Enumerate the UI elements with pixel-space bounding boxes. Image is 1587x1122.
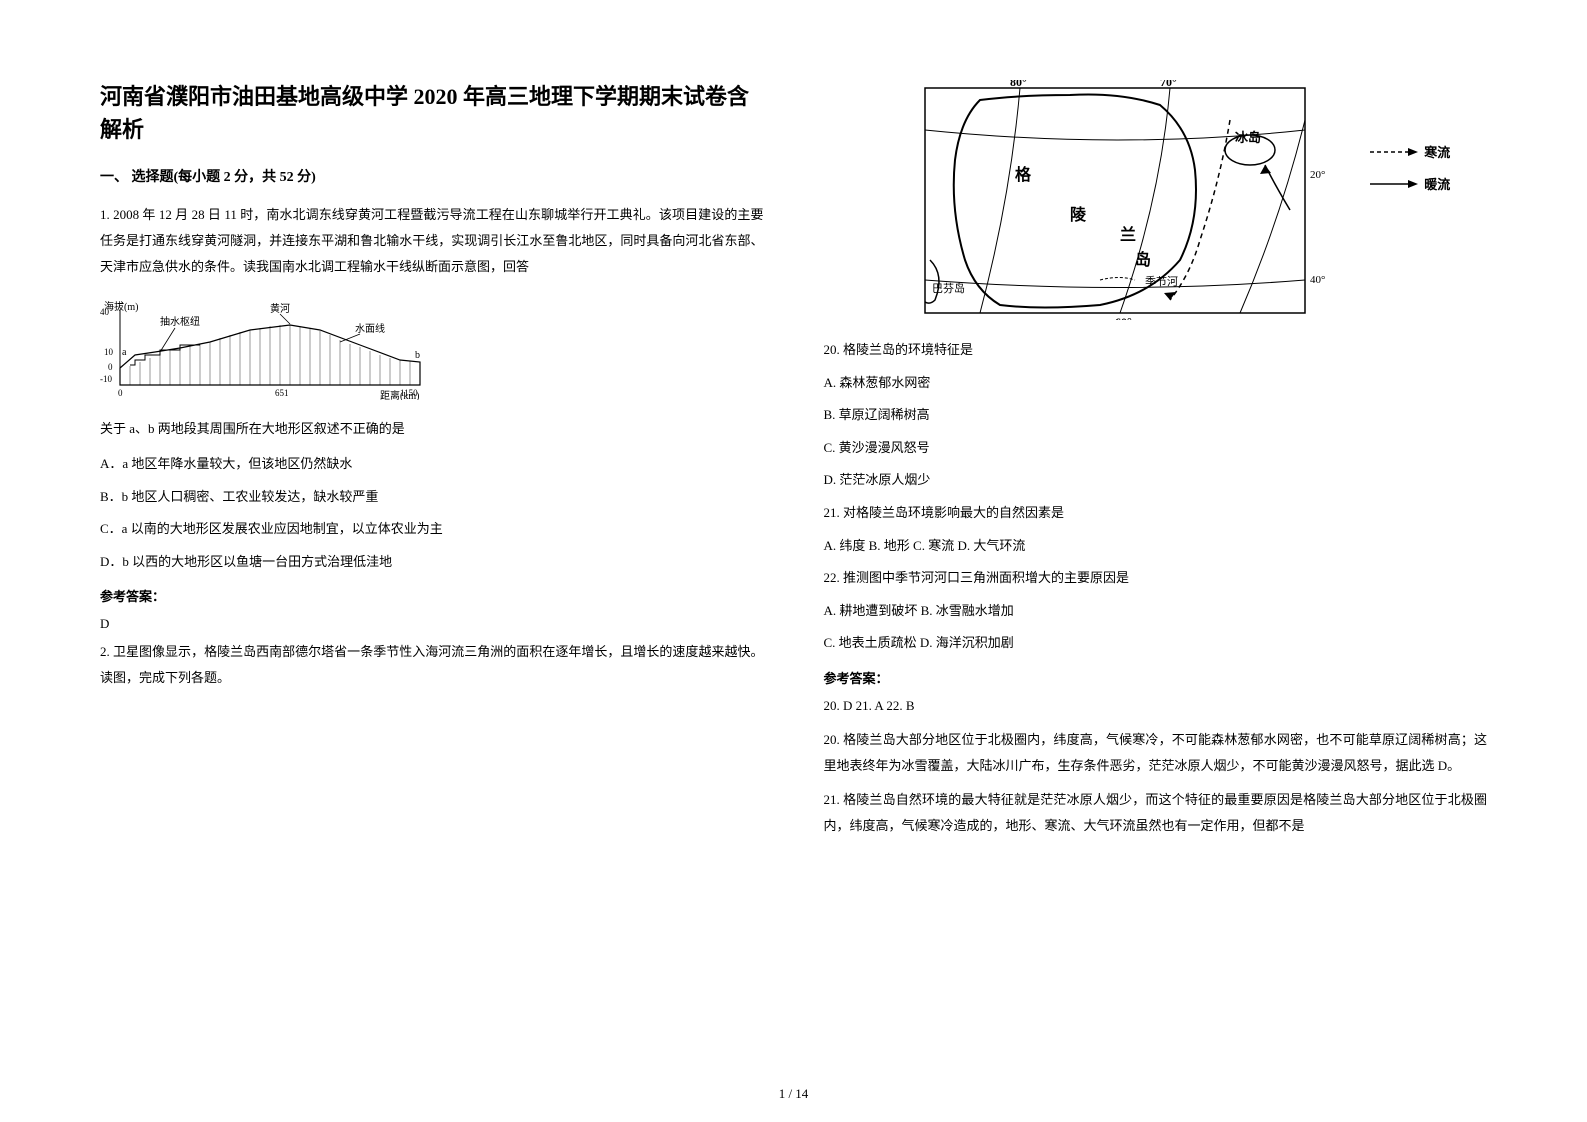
q1-optA: A．a 地区年降水量较大，但该地区仍然缺水 bbox=[100, 450, 764, 479]
section-heading: 一、 选择题(每小题 2 分，共 52 分) bbox=[100, 166, 764, 186]
legend-cold-current: 寒流 bbox=[1370, 142, 1450, 161]
q2-text: 2. 卫星图像显示，格陵兰岛西南部德尔塔省一条季节性入海河流三角洲的面积在逐年增… bbox=[100, 639, 764, 691]
svg-text:海拔(m): 海拔(m) bbox=[104, 300, 138, 313]
q1-optC: C．a 以南的大地形区发展农业应因地制宜，以立体农业为主 bbox=[100, 515, 764, 544]
q22-line1: A. 耕地遭到破坏 B. 冰雪融水增加 bbox=[824, 597, 1488, 626]
svg-text:格: 格 bbox=[1015, 165, 1032, 184]
svg-text:黄河: 黄河 bbox=[270, 302, 290, 315]
page-container: 河南省濮阳市油田基地高级中学 2020 年高三地理下学期期末试卷含解析 一、 选… bbox=[100, 80, 1487, 1040]
right-column: 80° 70° 60° 20° 40° 格 陵 兰 岛 冰岛 巴芬岛 季节河 bbox=[824, 80, 1488, 1040]
q22-line2: C. 地表土质疏松 D. 海洋沉积加剧 bbox=[824, 629, 1488, 658]
exp20: 20. 格陵兰岛大部分地区位于北极圈内，纬度高，气候寒冷，不可能森林葱郁水网密，… bbox=[824, 727, 1488, 779]
q20-optB: B. 草原辽阔稀树高 bbox=[824, 401, 1488, 430]
greenland-map-svg: 80° 70° 60° 20° 40° 格 陵 兰 岛 冰岛 巴芬岛 季节河 bbox=[920, 80, 1390, 320]
svg-text:70°: 70° bbox=[1160, 80, 1177, 89]
answers2-label: 参考答案： bbox=[824, 668, 1488, 687]
q1-prompt: 关于 a、b 两地段其周围所在大地形区叙述不正确的是 bbox=[100, 416, 764, 442]
figure-greenland-map: 80° 70° 60° 20° 40° 格 陵 兰 岛 冰岛 巴芬岛 季节河 bbox=[920, 80, 1390, 320]
svg-text:冰岛: 冰岛 bbox=[1235, 130, 1261, 145]
q21-options: A. 纬度 B. 地形 C. 寒流 D. 大气环流 bbox=[824, 532, 1488, 561]
svg-text:陵: 陵 bbox=[1070, 206, 1087, 224]
svg-text:651: 651 bbox=[275, 388, 289, 398]
q1-optB: B．b 地区人口稠密、工农业较发达，缺水较严重 bbox=[100, 483, 764, 512]
figure-cross-section: 40 10 0 -10 海拔(m) 0 651 1150 距离(km) bbox=[100, 300, 440, 400]
legend-cold-label: 寒流 bbox=[1424, 142, 1450, 161]
svg-text:水面线: 水面线 bbox=[355, 322, 385, 335]
svg-text:20°: 20° bbox=[1310, 169, 1325, 181]
q1-answer-label: 参考答案： bbox=[100, 586, 764, 605]
svg-text:-10: -10 bbox=[100, 374, 112, 384]
q20-optA: A. 森林葱郁水网密 bbox=[824, 369, 1488, 398]
q1-text: 1. 2008 年 12 月 28 日 11 时，南水北调东线穿黄河工程暨截污导… bbox=[100, 202, 764, 280]
svg-text:抽水枢纽: 抽水枢纽 bbox=[160, 315, 200, 328]
q1-answer: D bbox=[100, 611, 764, 637]
svg-text:季节河: 季节河 bbox=[1145, 275, 1178, 288]
q1-optD: D．b 以西的大地形区以鱼塘一台田方式治理低洼地 bbox=[100, 548, 764, 577]
svg-text:巴芬岛: 巴芬岛 bbox=[932, 281, 965, 295]
svg-text:0: 0 bbox=[108, 362, 113, 372]
warm-current-arrow-icon bbox=[1370, 179, 1418, 189]
svg-text:b: b bbox=[415, 350, 420, 361]
page-number: 1 / 14 bbox=[779, 1086, 809, 1102]
left-column: 河南省濮阳市油田基地高级中学 2020 年高三地理下学期期末试卷含解析 一、 选… bbox=[100, 80, 764, 1040]
svg-text:岛: 岛 bbox=[1135, 250, 1151, 269]
exp21: 21. 格陵兰岛自然环境的最大特征就是茫茫冰原人烟少，而这个特征的最重要原因是格… bbox=[824, 787, 1488, 839]
q20-prompt: 20. 格陵兰岛的环境特征是 bbox=[824, 336, 1488, 365]
svg-text:80°: 80° bbox=[1010, 80, 1027, 89]
legend-warm-label: 暖流 bbox=[1424, 174, 1450, 193]
svg-text:10: 10 bbox=[104, 347, 114, 357]
cold-current-arrow-icon bbox=[1370, 147, 1418, 157]
svg-text:距离(km): 距离(km) bbox=[380, 389, 419, 400]
svg-text:40°: 40° bbox=[1310, 274, 1325, 286]
q21-prompt: 21. 对格陵兰岛环境影响最大的自然因素是 bbox=[824, 499, 1488, 528]
svg-text:a: a bbox=[122, 347, 127, 358]
svg-text:60°: 60° bbox=[1115, 315, 1132, 320]
answers2-line: 20. D 21. A 22. B bbox=[824, 693, 1488, 719]
svg-text:兰: 兰 bbox=[1120, 225, 1136, 244]
svg-text:0: 0 bbox=[118, 388, 123, 398]
q20-optC: C. 黄沙漫漫风怒号 bbox=[824, 434, 1488, 463]
q22-prompt: 22. 推测图中季节河河口三角洲面积增大的主要原因是 bbox=[824, 564, 1488, 593]
legend-warm-current: 暖流 bbox=[1370, 174, 1450, 193]
q20-optD: D. 茫茫冰原人烟少 bbox=[824, 466, 1488, 495]
document-title: 河南省濮阳市油田基地高级中学 2020 年高三地理下学期期末试卷含解析 bbox=[100, 80, 764, 146]
cross-section-svg: 40 10 0 -10 海拔(m) 0 651 1150 距离(km) bbox=[100, 300, 440, 400]
